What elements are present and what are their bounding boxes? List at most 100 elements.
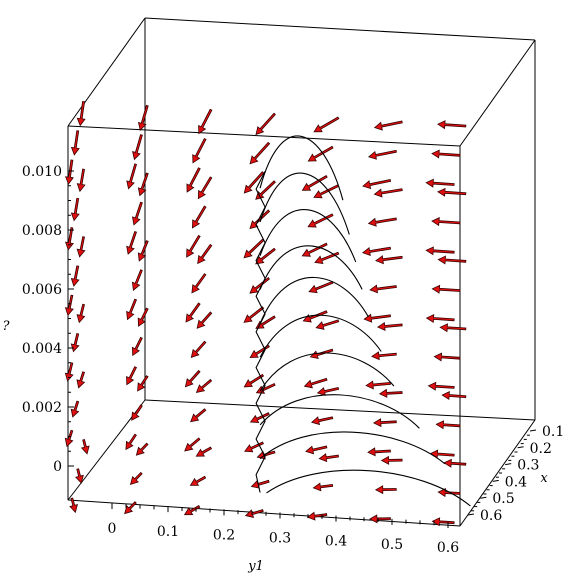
field-arrow bbox=[307, 145, 334, 162]
z-tick-label: 0.008 bbox=[22, 223, 62, 239]
trajectory bbox=[259, 172, 350, 235]
field-arrow bbox=[305, 445, 328, 455]
x-tick-label: 0.4 bbox=[505, 474, 527, 490]
field-arrow bbox=[191, 205, 207, 229]
field-arrow bbox=[256, 450, 276, 460]
y-tick-label: 0.3 bbox=[269, 531, 291, 547]
field-arrow bbox=[310, 416, 334, 426]
box-edge bbox=[144, 17, 536, 41]
field-arrow bbox=[135, 442, 149, 456]
field-arrow bbox=[70, 265, 80, 287]
trajectory bbox=[259, 394, 420, 429]
field-arrow bbox=[64, 362, 74, 382]
field-arrow bbox=[191, 273, 207, 294]
field-arrow bbox=[255, 112, 276, 136]
field-arrow bbox=[70, 333, 80, 353]
field-arrow bbox=[378, 388, 403, 398]
field-arrow bbox=[314, 251, 340, 264]
field-arrow bbox=[184, 437, 201, 452]
trajectory-spine bbox=[255, 171, 266, 493]
z-tick-label: 0.002 bbox=[22, 400, 62, 416]
field-arrow bbox=[243, 306, 265, 323]
field-arrow bbox=[184, 369, 201, 388]
box-edge bbox=[67, 125, 461, 147]
field-arrow bbox=[313, 184, 340, 199]
field-arrow bbox=[369, 284, 397, 294]
x-tick-label: 0.2 bbox=[530, 441, 552, 457]
trajectory bbox=[259, 245, 363, 290]
trajectory bbox=[259, 431, 446, 465]
field-arrow bbox=[76, 371, 86, 389]
box-edge bbox=[67, 17, 146, 127]
field-arrow bbox=[195, 446, 213, 457]
y-tick-label: 0.2 bbox=[213, 527, 235, 543]
field-arrow bbox=[431, 517, 455, 527]
trajectories bbox=[255, 135, 471, 507]
field-arrow bbox=[433, 352, 461, 362]
field-arrow bbox=[376, 322, 403, 331]
field-arrow bbox=[367, 149, 397, 160]
field-arrow bbox=[375, 255, 403, 265]
field-arrow bbox=[198, 108, 213, 135]
box-edge bbox=[459, 39, 536, 147]
field-arrow bbox=[372, 418, 397, 428]
x-tick-label: 0.1 bbox=[542, 424, 564, 440]
field-arrow bbox=[312, 482, 334, 492]
box-edge bbox=[459, 419, 536, 527]
field-arrow bbox=[186, 167, 201, 193]
x-tick bbox=[505, 463, 512, 466]
field-arrow bbox=[126, 163, 137, 190]
field-arrow bbox=[250, 479, 270, 489]
field-arrow bbox=[249, 412, 270, 424]
field-arrow bbox=[249, 277, 270, 294]
field-arrow bbox=[437, 187, 467, 197]
field-arrow bbox=[315, 319, 340, 330]
axis-labels: y1 x ? bbox=[3, 319, 549, 574]
field-arrow bbox=[69, 497, 78, 514]
field-arrow bbox=[427, 381, 455, 391]
field-arrow bbox=[75, 468, 84, 484]
field-arrow bbox=[313, 116, 340, 133]
field-arrow bbox=[190, 340, 207, 359]
field-arrow bbox=[137, 104, 149, 132]
field-arrow bbox=[437, 255, 467, 265]
trajectory bbox=[259, 352, 395, 392]
field-arrow bbox=[125, 433, 137, 451]
field-arrow bbox=[76, 236, 86, 258]
field-arrow bbox=[301, 242, 328, 257]
field-arrow bbox=[131, 201, 143, 226]
y-tick-label: 0.6 bbox=[437, 540, 459, 556]
trajectory bbox=[259, 209, 357, 263]
field-arrow bbox=[249, 209, 271, 230]
z-tick-label: 0.010 bbox=[22, 164, 62, 180]
field-arrow bbox=[137, 172, 149, 197]
field-arrow bbox=[129, 471, 143, 485]
field-arrow bbox=[429, 449, 455, 459]
field-arrow bbox=[76, 303, 86, 324]
z-axis-label: ? bbox=[3, 319, 11, 334]
x-tick-label: 0.5 bbox=[492, 491, 514, 507]
field-arrow bbox=[64, 429, 74, 448]
field-arrow bbox=[431, 284, 461, 294]
field-arrow bbox=[195, 378, 213, 393]
field-arrow bbox=[243, 238, 265, 259]
field-arrow bbox=[124, 501, 137, 515]
field-arrows bbox=[64, 100, 467, 527]
x-tick bbox=[529, 429, 537, 432]
field-arrow bbox=[126, 366, 138, 386]
field-arrow bbox=[425, 178, 455, 188]
field-arrow bbox=[373, 120, 403, 131]
field-arrow bbox=[443, 458, 467, 468]
x-tick bbox=[492, 479, 499, 482]
field-arrow bbox=[255, 247, 276, 265]
field-arrow bbox=[255, 180, 276, 200]
field-arrow bbox=[303, 377, 328, 389]
field-arrow bbox=[255, 382, 276, 394]
field-arrow bbox=[255, 315, 276, 329]
field-arrow bbox=[302, 310, 328, 323]
field-arrow bbox=[318, 453, 339, 463]
field-arrow bbox=[374, 485, 397, 495]
field-arrow bbox=[70, 400, 80, 418]
field-arrow bbox=[365, 380, 391, 390]
